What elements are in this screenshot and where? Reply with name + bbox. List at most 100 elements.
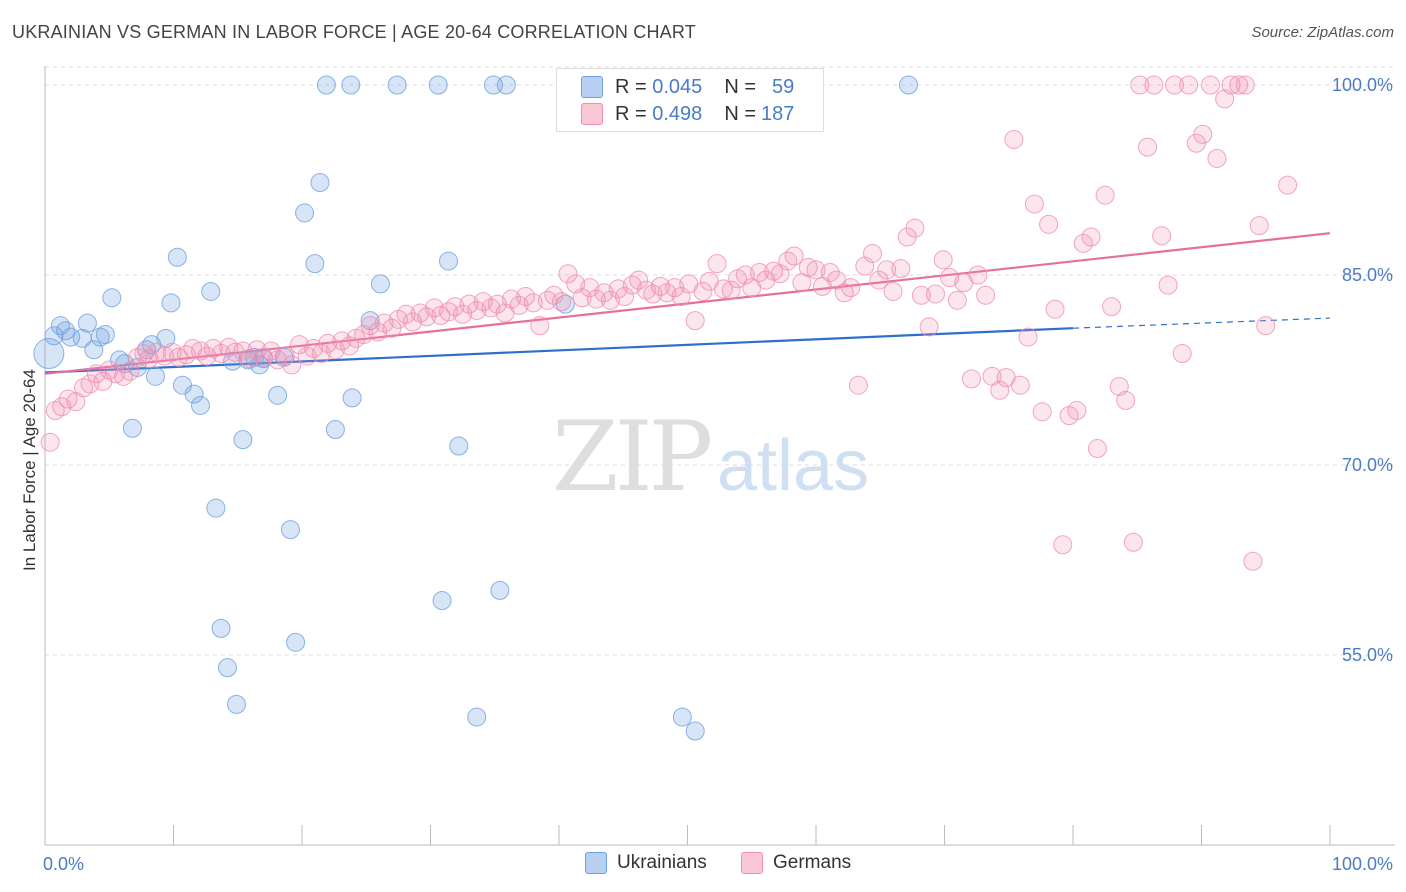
data-point-germans [106, 364, 126, 384]
data-point-ukrainians [490, 580, 510, 600]
legend-row-ukrainians: R = 0.045 N = 59 [581, 74, 794, 100]
data-point-germans [707, 254, 727, 274]
data-point-ukrainians [190, 395, 210, 415]
data-point-germans [1095, 185, 1115, 205]
data-point-germans [311, 344, 331, 364]
data-point-germans [848, 375, 868, 395]
data-point-germans [544, 285, 564, 305]
data-point-ukrainians [44, 326, 64, 346]
data-point-germans [1053, 535, 1073, 555]
watermark: ZIP atlas [552, 401, 869, 513]
data-point-germans [197, 346, 217, 366]
data-point-germans [40, 432, 60, 452]
data-point-germans [643, 284, 663, 304]
data-point-germans [162, 342, 182, 362]
data-point-germans [1256, 316, 1276, 336]
data-point-germans [721, 280, 741, 300]
data-point-ukrainians [672, 707, 692, 727]
legend-r-value: 0.045 [652, 75, 703, 98]
data-point-ukrainians [84, 340, 104, 360]
data-point-ukrainians [449, 436, 469, 456]
x-tick-label: 0.0% [43, 854, 84, 874]
bottom-legend-swatch-blue [585, 852, 607, 874]
data-point-germans [911, 285, 931, 305]
data-point-germans [891, 259, 911, 279]
bottom-legend-swatch-pink [741, 852, 763, 874]
data-point-germans [1144, 75, 1164, 95]
data-point-germans [1102, 297, 1122, 317]
data-point-germans [1200, 75, 1220, 95]
data-point-germans [247, 340, 267, 360]
data-point-germans [926, 284, 946, 304]
data-point-germans [473, 292, 493, 312]
data-point-germans [600, 290, 620, 310]
data-point-germans [629, 270, 649, 290]
axes [44, 66, 1395, 846]
data-point-ukrainians [305, 254, 325, 274]
data-point-germans [1087, 439, 1107, 459]
data-point-ukrainians [217, 658, 237, 678]
data-point-germans [558, 264, 578, 284]
data-point-ukrainians [467, 707, 487, 727]
data-point-ukrainians [310, 173, 330, 193]
data-point-germans [52, 397, 72, 417]
bottom-legend-ukrainians: Ukrainians [585, 852, 707, 874]
data-point-germans [869, 270, 889, 290]
data-point-germans [113, 366, 133, 386]
data-point-germans [1179, 75, 1199, 95]
data-point-germans [424, 298, 444, 318]
legend-n-label: N = [724, 75, 756, 98]
data-point-ukrainians [206, 498, 226, 518]
data-point-germans [834, 283, 854, 303]
data-point-germans [1172, 344, 1192, 364]
data-point-germans [360, 316, 380, 336]
data-point-germans [1024, 194, 1044, 214]
data-point-ukrainians [268, 385, 288, 405]
data-points [33, 75, 1298, 741]
data-point-germans [219, 337, 239, 357]
data-point-germans [289, 335, 309, 355]
data-point-germans [1010, 375, 1030, 395]
legend-r-value: 0.498 [652, 102, 703, 125]
data-point-germans [297, 346, 317, 366]
data-point-germans [919, 317, 939, 337]
data-point-germans [1221, 75, 1241, 95]
data-point-germans [530, 316, 550, 336]
data-point-ukrainians [685, 721, 705, 741]
data-point-ukrainians [122, 418, 142, 438]
data-point-germans [1130, 75, 1150, 95]
legend-r-label: R = [615, 102, 647, 125]
data-point-germans [877, 260, 897, 280]
data-point-germans [225, 342, 245, 362]
data-point-germans [798, 257, 818, 277]
data-point-ukrainians [316, 75, 336, 95]
data-point-germans [1243, 551, 1263, 571]
data-point-ukrainians [201, 281, 221, 301]
chart-title: UKRAINIAN VS GERMAN IN LABOR FORCE | AGE… [12, 22, 696, 42]
data-point-ukrainians [77, 313, 97, 333]
y-tick-label: 70.0% [1342, 455, 1393, 475]
data-point-germans [516, 287, 536, 307]
data-point-ukrainians [295, 203, 315, 223]
data-point-germans [883, 281, 903, 301]
data-point-germans [537, 290, 557, 310]
data-point-ukrainians [90, 327, 110, 347]
data-point-germans [1229, 75, 1249, 95]
data-point-germans [139, 349, 159, 369]
data-point-germans [622, 275, 642, 295]
data-point-ukrainians [56, 321, 76, 341]
y-tick-label: 55.0% [1342, 645, 1393, 665]
source-label: Source: ZipAtlas.com [1251, 24, 1394, 41]
data-point-germans [1165, 75, 1185, 95]
data-point-germans [863, 243, 883, 263]
data-point-germans [961, 369, 981, 389]
data-point-germans [713, 279, 733, 299]
data-point-ukrainians [342, 388, 362, 408]
data-point-ukrainians [438, 251, 458, 271]
data-point-germans [990, 380, 1010, 400]
data-point-ukrainians [95, 325, 115, 345]
data-point-germans [1039, 214, 1059, 234]
data-point-germans [580, 278, 600, 298]
data-point-ukrainians [428, 75, 448, 95]
data-point-ukrainians [341, 75, 361, 95]
